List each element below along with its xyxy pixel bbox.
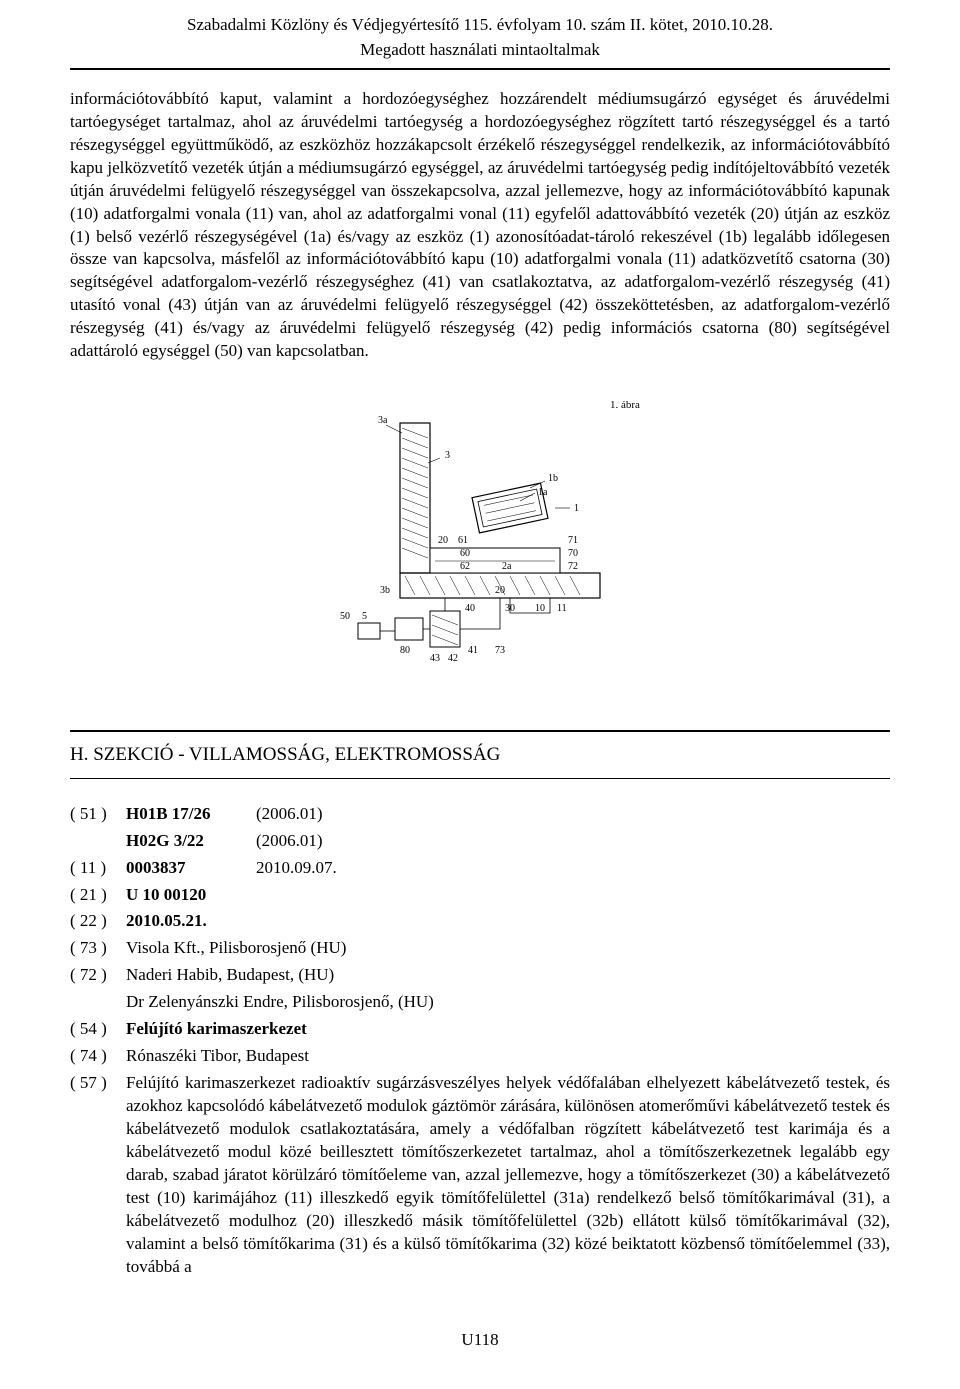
entry-main: 2010.05.21. bbox=[126, 910, 256, 933]
entry-row: ( 11 )00038372010.09.07. bbox=[70, 857, 890, 880]
entry-code: ( 21 ) bbox=[70, 884, 126, 907]
entry-main: H02G 3/22 bbox=[126, 830, 256, 853]
entry-row: ( 57 )Felújító karimaszerkezet radioaktí… bbox=[70, 1072, 890, 1278]
svg-text:60: 60 bbox=[460, 548, 470, 559]
entry-code: ( 11 ) bbox=[70, 857, 126, 880]
entry-main: H01B 17/26 bbox=[126, 803, 256, 826]
entry-code: ( 22 ) bbox=[70, 910, 126, 933]
svg-text:1: 1 bbox=[574, 503, 579, 514]
svg-text:61: 61 bbox=[458, 535, 468, 546]
entry-text: Dr Zelenyánszki Endre, Pilisborosjenő, (… bbox=[126, 991, 890, 1014]
svg-text:62: 62 bbox=[460, 561, 470, 572]
main-body-paragraph: információtovábbító kaput, valamint a ho… bbox=[70, 88, 890, 363]
entry-text: Naderi Habib, Budapest, (HU) bbox=[126, 964, 890, 987]
svg-text:10: 10 bbox=[535, 603, 545, 614]
svg-text:40: 40 bbox=[465, 603, 475, 614]
entry-row: Dr Zelenyánszki Endre, Pilisborosjenő, (… bbox=[70, 991, 890, 1014]
svg-text:11: 11 bbox=[557, 603, 567, 614]
entry-text: Felújító karimaszerkezet bbox=[126, 1018, 890, 1041]
svg-text:3a: 3a bbox=[378, 415, 388, 426]
entry-row: ( 51 )H01B 17/26(2006.01) bbox=[70, 803, 890, 826]
entry-code: ( 57 ) bbox=[70, 1072, 126, 1095]
entry-main: U 10 00120 bbox=[126, 884, 256, 907]
figure-container: 1. ábra bbox=[70, 393, 890, 680]
entry-row: ( 21 )U 10 00120 bbox=[70, 884, 890, 907]
svg-text:5: 5 bbox=[362, 611, 367, 622]
svg-text:50: 50 bbox=[340, 611, 350, 622]
entry-code: ( 54 ) bbox=[70, 1018, 126, 1041]
entry-right: 2010.09.07. bbox=[256, 857, 337, 880]
entry-row: ( 72 )Naderi Habib, Budapest, (HU) bbox=[70, 964, 890, 987]
svg-text:20: 20 bbox=[495, 585, 505, 596]
header-subtitle: Megadott használati mintaoltalmak bbox=[70, 39, 890, 62]
svg-text:1a: 1a bbox=[538, 487, 548, 498]
entry-code: ( 51 ) bbox=[70, 803, 126, 826]
svg-text:73: 73 bbox=[495, 645, 505, 656]
entry-code: ( 74 ) bbox=[70, 1045, 126, 1068]
svg-text:3: 3 bbox=[445, 450, 450, 461]
header-journal: Szabadalmi Közlöny és Védjegyértesítő 11… bbox=[70, 14, 890, 37]
entry-text: Visola Kft., Pilisborosjenő (HU) bbox=[126, 937, 890, 960]
svg-text:1b: 1b bbox=[548, 473, 558, 484]
figure-caption: 1. ábra bbox=[610, 399, 640, 411]
svg-text:42: 42 bbox=[448, 653, 458, 664]
page-footer: U118 bbox=[70, 1329, 890, 1352]
svg-text:43: 43 bbox=[430, 653, 440, 664]
svg-text:80: 80 bbox=[400, 645, 410, 656]
svg-text:41: 41 bbox=[468, 645, 478, 656]
svg-text:2a: 2a bbox=[502, 561, 512, 572]
entry-text: Rónaszéki Tibor, Budapest bbox=[126, 1045, 890, 1068]
entry-row: ( 74 )Rónaszéki Tibor, Budapest bbox=[70, 1045, 890, 1068]
svg-text:70: 70 bbox=[568, 548, 578, 559]
entry-row: ( 22 )2010.05.21. bbox=[70, 910, 890, 933]
section-title: H. SZEKCIÓ - VILLAMOSSÁG, ELEKTROMOSSÁG bbox=[70, 742, 890, 768]
entry-row: H02G 3/22(2006.01) bbox=[70, 830, 890, 853]
page-header: Szabadalmi Közlöny és Védjegyértesítő 11… bbox=[70, 0, 890, 70]
entry-code: ( 73 ) bbox=[70, 937, 126, 960]
separator-thin bbox=[70, 778, 890, 779]
entry-row: ( 73 )Visola Kft., Pilisborosjenő (HU) bbox=[70, 937, 890, 960]
svg-text:72: 72 bbox=[568, 561, 578, 572]
entry-right: (2006.01) bbox=[256, 830, 323, 853]
separator-thick bbox=[70, 730, 890, 732]
svg-text:30: 30 bbox=[505, 603, 515, 614]
entry-right: (2006.01) bbox=[256, 803, 323, 826]
entry-text: Felújító karimaszerkezet radioaktív sugá… bbox=[126, 1072, 890, 1278]
svg-text:20: 20 bbox=[438, 535, 448, 546]
entry-code: ( 72 ) bbox=[70, 964, 126, 987]
svg-text:71: 71 bbox=[568, 535, 578, 546]
entry-row: ( 54 )Felújító karimaszerkezet bbox=[70, 1018, 890, 1041]
entry-main: 0003837 bbox=[126, 857, 256, 880]
entries-list: ( 51 )H01B 17/26(2006.01)H02G 3/22(2006.… bbox=[70, 803, 890, 1279]
svg-text:3b: 3b bbox=[380, 585, 390, 596]
figure-svg: 1. ábra bbox=[310, 393, 650, 673]
